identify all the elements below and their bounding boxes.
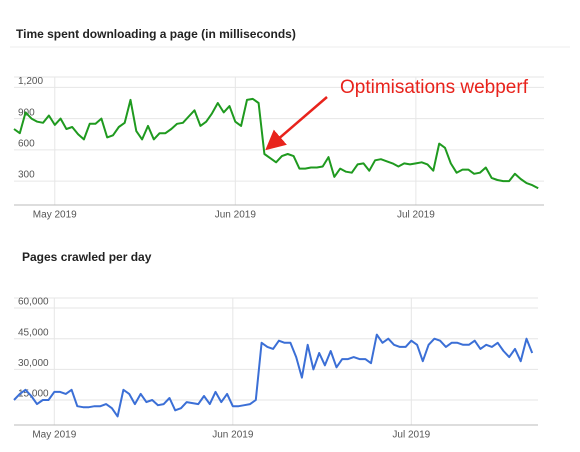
annotation: Optimisations webperf [340, 77, 529, 98]
x-tick-label: May 2019 [32, 430, 76, 441]
x-tick-label: May 2019 [33, 210, 77, 221]
annotation-arrow [265, 96, 328, 151]
x-tick-label: Jun 2019 [215, 210, 257, 221]
y-tick-label: 45,000 [18, 327, 49, 338]
chart-title: Time spent downloading a page (in millis… [16, 27, 296, 41]
y-tick-label: 600 [18, 138, 35, 149]
data-line [13, 333, 534, 418]
x-tick-label: Jun 2019 [212, 430, 254, 441]
y-tick-label: 15,000 [18, 389, 49, 400]
chart-title: Pages crawled per day [22, 250, 152, 264]
x-tick-label: Jul 2019 [397, 210, 435, 221]
y-tick-label: 300 [18, 170, 35, 181]
x-tick-label: Jul 2019 [392, 430, 430, 441]
y-tick-label: 60,000 [18, 297, 49, 308]
y-tick-label: 1,200 [18, 76, 43, 87]
data-line [13, 97, 539, 190]
y-tick-label: 30,000 [18, 358, 49, 369]
